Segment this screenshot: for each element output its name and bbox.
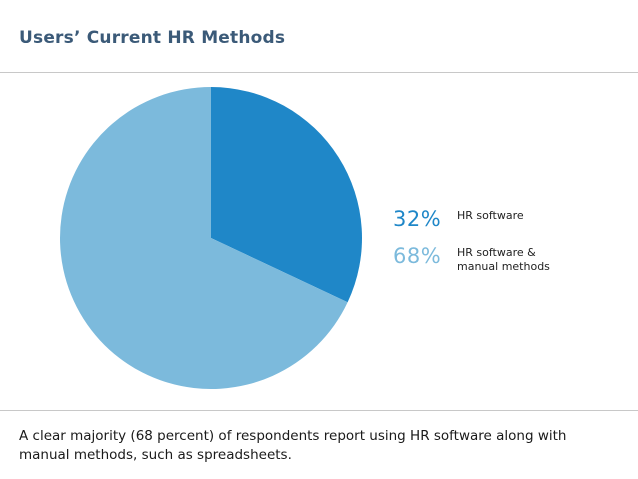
pie-slice-hr-software-manual: [59, 87, 348, 389]
legend-label-hr-software: HR software: [457, 209, 524, 222]
legend-item-hr-software-manual: 68% HR software & manual methods: [393, 244, 577, 274]
legend-percent-hr-software-manual: 68%: [393, 244, 442, 268]
legend-label-hr-software-manual: HR software & manual methods: [457, 246, 550, 273]
chart-caption: A clear majority (68 percent) of respond…: [19, 428, 567, 463]
legend-item-hr-software: 32% HR software: [393, 207, 577, 231]
pie-slice-hr-software: [211, 87, 362, 303]
legend-percent-hr-software: 32%: [393, 207, 442, 231]
footer-divider: [0, 410, 638, 411]
header-divider: [0, 72, 638, 73]
page-title: Users’ Current HR Methods: [19, 28, 286, 48]
